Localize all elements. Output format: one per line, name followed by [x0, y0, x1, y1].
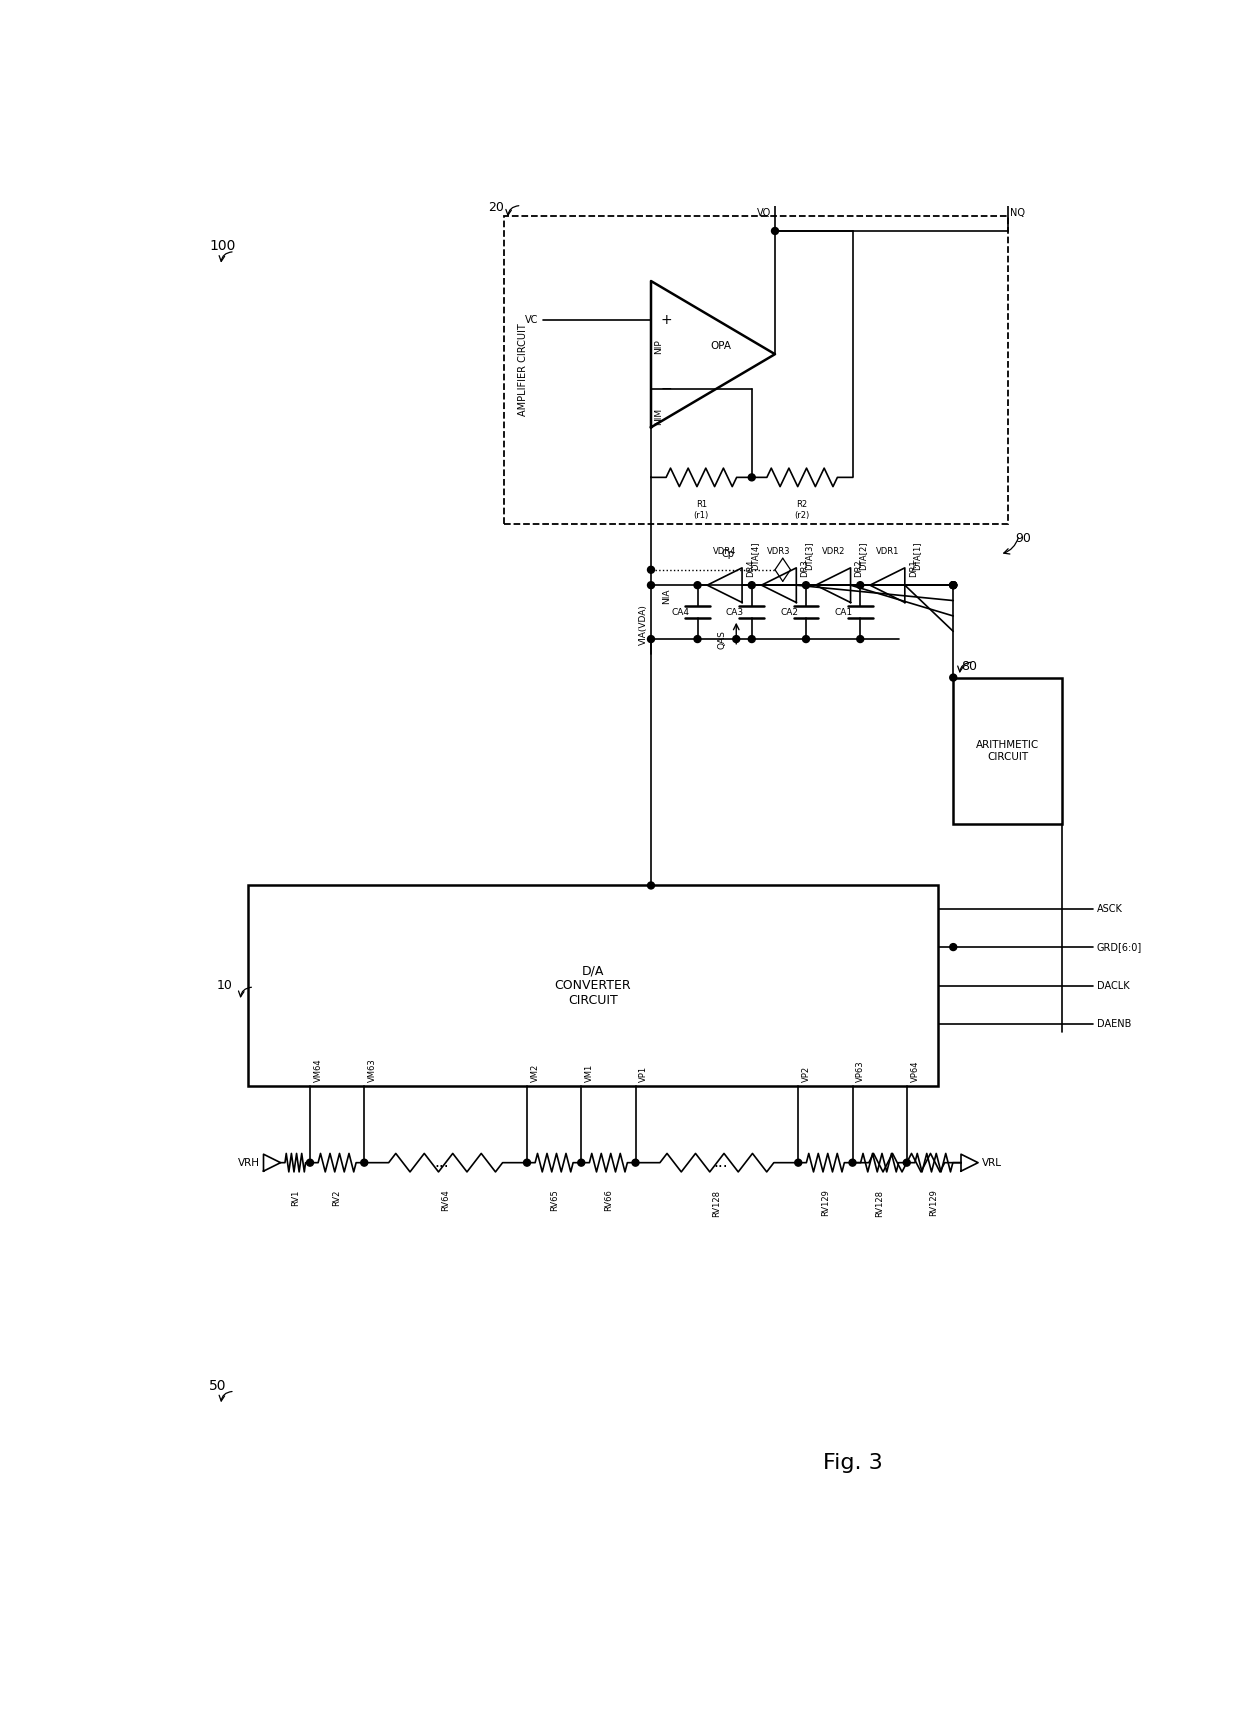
Text: DR3: DR3 — [800, 560, 810, 577]
Circle shape — [694, 636, 701, 642]
Text: RV66: RV66 — [604, 1189, 613, 1211]
Circle shape — [802, 582, 810, 589]
Text: CA2: CA2 — [780, 608, 799, 617]
Text: VP64: VP64 — [910, 1060, 920, 1083]
Text: VDR2: VDR2 — [821, 546, 844, 557]
Text: NIP: NIP — [655, 339, 663, 353]
Circle shape — [950, 582, 957, 589]
Circle shape — [950, 675, 957, 682]
Text: DAENB: DAENB — [1096, 1019, 1131, 1030]
Circle shape — [748, 582, 755, 589]
Text: GRD[6:0]: GRD[6:0] — [1096, 942, 1142, 952]
Text: 90: 90 — [1016, 533, 1032, 545]
Circle shape — [647, 882, 655, 889]
Text: RV129: RV129 — [821, 1189, 830, 1216]
Text: DACLK: DACLK — [1096, 980, 1130, 990]
Text: 50: 50 — [210, 1379, 227, 1393]
Text: DR4: DR4 — [746, 560, 755, 577]
Text: RV1: RV1 — [290, 1189, 300, 1206]
Text: VDR1: VDR1 — [875, 546, 899, 557]
Text: ...: ... — [713, 1155, 728, 1170]
Text: ...: ... — [434, 1155, 449, 1170]
Text: D/A
CONVERTER
CIRCUIT: D/A CONVERTER CIRCUIT — [554, 964, 631, 1007]
Text: Fig. 3: Fig. 3 — [822, 1453, 883, 1473]
Circle shape — [523, 1160, 531, 1167]
Text: VC: VC — [526, 315, 538, 324]
Text: VM64: VM64 — [314, 1059, 322, 1083]
Circle shape — [748, 636, 755, 642]
Circle shape — [857, 636, 864, 642]
Text: VM2: VM2 — [531, 1064, 539, 1083]
Bar — [503, 216, 1007, 524]
Circle shape — [950, 582, 957, 589]
Text: VM1: VM1 — [585, 1064, 594, 1083]
Text: VDR4: VDR4 — [713, 546, 737, 557]
Text: DTA[4]: DTA[4] — [750, 541, 759, 570]
Text: RV128: RV128 — [712, 1189, 722, 1216]
Text: VRH: VRH — [238, 1158, 259, 1168]
Circle shape — [795, 1160, 802, 1167]
Text: DR2: DR2 — [854, 560, 863, 577]
Text: CA3: CA3 — [725, 608, 744, 617]
Text: −: − — [661, 382, 672, 396]
Text: DTA[2]: DTA[2] — [858, 541, 867, 570]
Text: Cp: Cp — [722, 550, 735, 560]
Circle shape — [950, 582, 957, 589]
Circle shape — [694, 582, 701, 589]
Circle shape — [857, 582, 864, 589]
Circle shape — [306, 1160, 314, 1167]
Text: ASCK: ASCK — [1096, 903, 1122, 913]
Text: NIA: NIA — [662, 589, 671, 605]
Circle shape — [647, 567, 655, 574]
Circle shape — [950, 582, 957, 589]
Text: OPA: OPA — [711, 341, 732, 351]
Circle shape — [647, 636, 655, 642]
Text: VP2: VP2 — [802, 1065, 811, 1083]
Bar — [248, 886, 937, 1086]
Text: DTA[1]: DTA[1] — [913, 541, 921, 570]
Text: RV2: RV2 — [332, 1189, 342, 1206]
Text: VDR3: VDR3 — [768, 546, 791, 557]
Circle shape — [903, 1160, 910, 1167]
Text: RV65: RV65 — [549, 1189, 559, 1211]
Text: QAS: QAS — [718, 630, 727, 649]
Circle shape — [950, 944, 957, 951]
Text: VM63: VM63 — [368, 1059, 377, 1083]
Text: NIM: NIM — [655, 408, 663, 425]
Text: RV128: RV128 — [875, 1189, 884, 1216]
Text: NQ: NQ — [1009, 207, 1024, 218]
Text: +: + — [661, 312, 672, 327]
Circle shape — [632, 1160, 639, 1167]
Text: AMPLIFIER CIRCUIT: AMPLIFIER CIRCUIT — [518, 324, 528, 416]
Text: VQ: VQ — [756, 207, 771, 218]
Text: RV64: RV64 — [441, 1189, 450, 1211]
Text: 10: 10 — [217, 980, 233, 992]
Circle shape — [849, 1160, 856, 1167]
Text: R1
(r1): R1 (r1) — [693, 500, 709, 519]
Text: DR1: DR1 — [909, 560, 918, 577]
Text: CA4: CA4 — [672, 608, 689, 617]
Circle shape — [771, 228, 779, 235]
Text: ARITHMETIC
CIRCUIT: ARITHMETIC CIRCUIT — [976, 740, 1039, 762]
Circle shape — [748, 475, 755, 481]
Circle shape — [361, 1160, 368, 1167]
Text: 100: 100 — [210, 240, 236, 254]
Text: RV129: RV129 — [929, 1189, 939, 1216]
Text: R2
(r2): R2 (r2) — [795, 500, 810, 519]
Text: VP63: VP63 — [857, 1060, 866, 1083]
Text: VIA(VDA): VIA(VDA) — [639, 605, 647, 646]
Text: CA1: CA1 — [835, 608, 853, 617]
Text: DTA[3]: DTA[3] — [804, 541, 813, 570]
Text: VP1: VP1 — [640, 1065, 649, 1083]
Circle shape — [802, 636, 810, 642]
Circle shape — [647, 582, 655, 589]
Text: 80: 80 — [961, 660, 977, 673]
Bar — [954, 678, 1061, 824]
Text: VRL: VRL — [982, 1158, 1002, 1168]
Circle shape — [578, 1160, 585, 1167]
Circle shape — [733, 636, 740, 642]
Text: 20: 20 — [489, 202, 505, 214]
